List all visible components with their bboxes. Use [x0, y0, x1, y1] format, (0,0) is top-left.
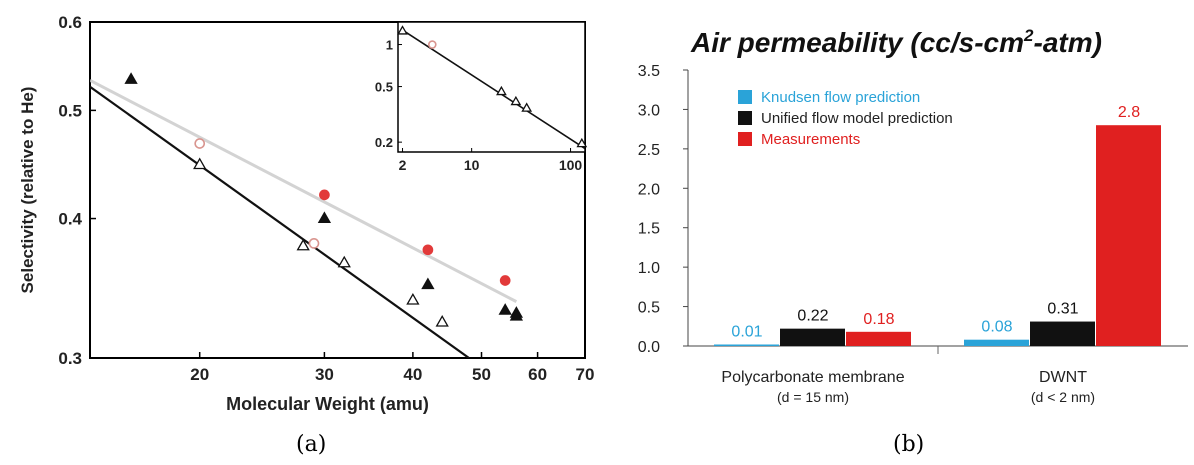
bar-measurements	[1096, 125, 1161, 346]
data-point-open-triangle	[435, 315, 449, 327]
x-tick-label-a: 20	[190, 365, 209, 384]
inset-point-open-triangle	[496, 85, 507, 96]
data-point-filled-triangle	[498, 303, 512, 315]
chart-title-main: Air permeability (cc/s-cm	[690, 27, 1024, 58]
bar-value-label: 0.22	[797, 308, 828, 325]
y-tick-label-a: 0.5	[58, 101, 82, 120]
inset-point-open-triangle	[576, 137, 588, 148]
inset-y-tick-label: 1	[386, 38, 393, 53]
x-tick-label-a: 60	[528, 365, 547, 384]
y-axis-label-a: Selectivity (relative to He)	[18, 87, 37, 294]
bar-value-label: 0.01	[731, 324, 762, 341]
x-tick-label-a: 50	[472, 365, 491, 384]
inset-point-open-triangle	[397, 25, 408, 35]
inset-point-open-triangle	[510, 95, 522, 106]
inset-y-tick-label: 0.5	[375, 80, 393, 95]
inset-point-open-triangle	[521, 102, 533, 112]
inset-y-tick-label: 0.2	[375, 135, 393, 150]
bar-value-label: 0.31	[1047, 301, 1078, 318]
chart-b: Air permeability (cc/s-cm2-atm) 0.0 0.5 1.0…	[638, 26, 1188, 405]
bar-value-label: 0.08	[981, 319, 1012, 336]
plot-frame-a	[89, 21, 586, 359]
data-point-open-circle	[194, 138, 206, 149]
bar-unified-flow-model-prediction	[1030, 321, 1095, 346]
data-point-filled-triangle	[421, 277, 435, 290]
bar-value-label: 2.8	[1118, 104, 1140, 121]
inset-fit-line	[402, 29, 586, 150]
y-tick-label-b: 0.0	[638, 339, 660, 356]
y-tick-label-a: 0.3	[58, 349, 82, 368]
inset-point-open-circle	[427, 40, 437, 49]
inset-x-tick-label: 100	[559, 157, 583, 173]
legend-swatch	[738, 90, 752, 104]
inset-x-tick-label: 2	[399, 157, 407, 173]
chart-a: 20 30 40 50 60 70 0.3 0.4 0.5 0.6 Molecular Weight…	[18, 13, 595, 414]
y-tick-label-b: 0.5	[638, 300, 660, 317]
data-point-filled-circle	[319, 189, 330, 201]
data-point-filled-circle	[422, 244, 434, 256]
data-point-open-triangle	[193, 157, 207, 170]
legend-label: Measurements	[761, 131, 860, 148]
legend-label: Unified flow model prediction	[761, 110, 953, 127]
data-point-filled-triangle	[509, 309, 524, 321]
data-point-filled-circle	[499, 275, 511, 286]
bar-knudsen-flow-prediction	[714, 344, 779, 346]
legend-label: Knudsen flow prediction	[761, 89, 920, 106]
bar-knudsen-flow-prediction	[964, 339, 1029, 346]
data-point-open-triangle	[296, 238, 310, 251]
legend-swatch	[738, 132, 752, 146]
x-tick-label-a: 30	[315, 365, 334, 384]
data-point-open-triangle	[406, 293, 420, 305]
y-tick-label-b: 3.0	[638, 102, 660, 119]
fit-line-solid	[90, 85, 470, 358]
chart-title-b: Air permeability (cc/s-cm2-atm)	[690, 26, 1102, 58]
y-tick-label-b: 3.5	[638, 63, 660, 80]
inset-x-tick-label: 10	[464, 157, 480, 173]
chart-title-end: -atm)	[1034, 27, 1102, 58]
x-axis-label-a: Molecular Weight (amu)	[226, 394, 429, 414]
panel-label-b: (b)	[893, 432, 925, 457]
data-point-filled-triangle	[124, 72, 138, 84]
x-tick-label-a: 40	[403, 365, 422, 384]
data-point-open-circle	[308, 238, 320, 249]
y-tick-label-b: 2.5	[638, 142, 660, 159]
y-tick-label-a: 0.4	[58, 210, 82, 229]
fit-line-faded	[90, 78, 518, 303]
chart-title-sup: 2	[1023, 26, 1034, 45]
bar-measurements	[846, 331, 911, 346]
y-tick-label-b: 2.0	[638, 181, 660, 198]
y-tick-label-b: 1.5	[638, 221, 660, 238]
y-tick-label-b: 1.0	[638, 260, 660, 277]
category-sublabel: (d = 15 nm)	[777, 389, 849, 405]
panel-label-a: (a)	[296, 432, 327, 457]
bar-unified-flow-model-prediction	[780, 328, 845, 346]
data-point-open-triangle	[337, 255, 351, 268]
legend-swatch	[738, 111, 752, 125]
category-label: DWNT	[1039, 369, 1087, 386]
x-tick-label-a: 70	[576, 365, 595, 384]
y-tick-label-a: 0.6	[58, 13, 82, 32]
category-label: Polycarbonate membrane	[721, 369, 904, 386]
bar-value-label: 0.18	[863, 311, 894, 328]
data-point-filled-triangle	[317, 211, 332, 223]
category-sublabel: (d < 2 nm)	[1031, 389, 1095, 405]
